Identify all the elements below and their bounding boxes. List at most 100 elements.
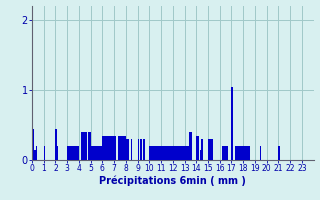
Bar (124, 136, 125, 160)
Bar (227, 146, 228, 160)
Bar (101, 146, 102, 160)
Bar (68, 146, 69, 160)
Bar (235, 146, 236, 160)
Bar (84, 132, 85, 160)
Bar (241, 146, 242, 160)
Bar (224, 146, 226, 160)
Bar (85, 132, 86, 160)
Bar (33, 129, 34, 160)
Bar (248, 146, 249, 160)
Bar (178, 146, 179, 160)
Bar (190, 132, 192, 160)
Bar (169, 146, 171, 160)
Bar (108, 136, 109, 160)
Bar (86, 132, 87, 160)
Bar (83, 132, 84, 160)
Bar (57, 146, 58, 160)
Bar (76, 146, 78, 160)
Bar (104, 136, 105, 160)
Bar (168, 146, 169, 160)
Bar (94, 146, 95, 160)
Bar (34, 150, 36, 160)
Bar (179, 146, 180, 160)
Bar (212, 139, 213, 160)
Bar (73, 146, 74, 160)
Bar (119, 136, 120, 160)
X-axis label: Précipitations 6min ( mm ): Précipitations 6min ( mm ) (100, 176, 246, 186)
Bar (91, 146, 92, 160)
Bar (183, 146, 185, 160)
Bar (98, 146, 99, 160)
Bar (185, 146, 186, 160)
Bar (67, 146, 68, 160)
Bar (222, 146, 223, 160)
Bar (120, 136, 121, 160)
Bar (99, 146, 100, 160)
Bar (36, 146, 37, 160)
Bar (209, 139, 210, 160)
Bar (167, 146, 168, 160)
Bar (226, 146, 227, 160)
Bar (152, 146, 153, 160)
Bar (122, 136, 124, 160)
Bar (72, 146, 73, 160)
Bar (55, 129, 57, 160)
Bar (238, 146, 240, 160)
Bar (249, 146, 250, 160)
Bar (97, 146, 98, 160)
Bar (114, 136, 115, 160)
Bar (107, 136, 108, 160)
Bar (223, 146, 224, 160)
Bar (197, 136, 199, 160)
Bar (231, 86, 233, 160)
Bar (69, 146, 71, 160)
Bar (188, 146, 189, 160)
Bar (160, 146, 161, 160)
Bar (174, 146, 175, 160)
Bar (115, 136, 116, 160)
Bar (157, 146, 159, 160)
Bar (201, 139, 202, 160)
Bar (164, 146, 166, 160)
Bar (140, 139, 141, 160)
Bar (128, 139, 129, 160)
Bar (278, 146, 280, 160)
Bar (210, 139, 212, 160)
Bar (154, 146, 155, 160)
Bar (172, 146, 173, 160)
Bar (112, 136, 113, 160)
Bar (176, 146, 178, 160)
Bar (244, 146, 245, 160)
Bar (138, 139, 139, 160)
Bar (78, 146, 79, 160)
Bar (237, 146, 238, 160)
Bar (173, 146, 174, 160)
Bar (182, 146, 183, 160)
Bar (118, 136, 119, 160)
Bar (44, 146, 45, 160)
Bar (131, 139, 132, 160)
Bar (102, 136, 104, 160)
Bar (159, 146, 160, 160)
Bar (208, 139, 209, 160)
Bar (71, 146, 72, 160)
Bar (186, 146, 187, 160)
Bar (196, 136, 197, 160)
Bar (247, 146, 248, 160)
Bar (125, 136, 126, 160)
Bar (81, 132, 83, 160)
Bar (189, 132, 190, 160)
Bar (92, 146, 93, 160)
Bar (90, 132, 91, 160)
Bar (74, 146, 76, 160)
Bar (88, 132, 90, 160)
Bar (105, 136, 106, 160)
Bar (243, 146, 244, 160)
Bar (121, 136, 122, 160)
Bar (236, 146, 237, 160)
Bar (180, 146, 181, 160)
Bar (141, 139, 142, 160)
Bar (260, 146, 261, 160)
Bar (156, 146, 157, 160)
Bar (166, 146, 167, 160)
